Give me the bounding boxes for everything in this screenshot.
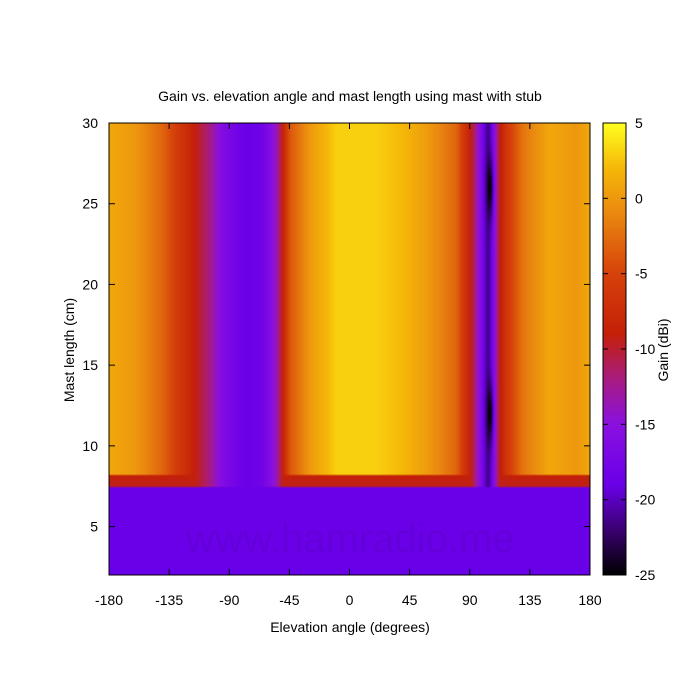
colorbar-tick-label: -25 bbox=[635, 567, 655, 583]
x-tick-label: 90 bbox=[462, 592, 478, 608]
y-tick-label: 30 bbox=[82, 115, 98, 131]
colorbar-ticks: 5 0 -5 -10 -15 -20 -25 bbox=[603, 115, 655, 583]
colorbar-tick-label: 0 bbox=[635, 190, 643, 206]
x-tick-label: -135 bbox=[155, 592, 183, 608]
y-axis-ticks: 5 10 15 20 25 30 bbox=[82, 115, 590, 535]
x-tick-label: 0 bbox=[346, 592, 354, 608]
y-tick-label: 15 bbox=[82, 357, 98, 373]
x-tick-label: 45 bbox=[402, 592, 418, 608]
x-axis-label: Elevation angle (degrees) bbox=[270, 619, 430, 635]
x-axis-ticks: -180 -135 -90 -45 0 45 90 135 180 bbox=[95, 123, 602, 608]
chart-title: Gain vs. elevation angle and mast length… bbox=[158, 88, 542, 104]
x-tick-label: 180 bbox=[578, 592, 602, 608]
x-tick-label: -45 bbox=[279, 592, 299, 608]
y-tick-label: 5 bbox=[90, 519, 98, 535]
y-tick-label: 20 bbox=[82, 276, 98, 292]
colorbar: 5 0 -5 -10 -15 -20 -25 bbox=[602, 115, 655, 583]
colorbar-tick-label: 5 bbox=[635, 115, 643, 131]
colorbar-tick-label: -5 bbox=[635, 266, 648, 282]
colorbar-tick-label: -10 bbox=[635, 341, 655, 357]
watermark: www.hamradio.me bbox=[184, 517, 514, 561]
y-axis-label: Mast length (cm) bbox=[61, 298, 77, 402]
colorbar-tick-label: -15 bbox=[635, 416, 655, 432]
x-tick-label: -180 bbox=[95, 592, 123, 608]
colorbar-tick-label: -20 bbox=[635, 492, 655, 508]
x-tick-label: -90 bbox=[219, 592, 239, 608]
x-tick-label: 135 bbox=[518, 592, 542, 608]
y-tick-label: 25 bbox=[82, 196, 98, 212]
colorbar-gradient bbox=[603, 123, 626, 575]
heatmap-image bbox=[109, 123, 590, 575]
plot-area: www.hamradio.me bbox=[108, 122, 591, 576]
colorbar-label: Gain (dBi) bbox=[655, 318, 671, 381]
y-tick-label: 10 bbox=[82, 438, 98, 454]
